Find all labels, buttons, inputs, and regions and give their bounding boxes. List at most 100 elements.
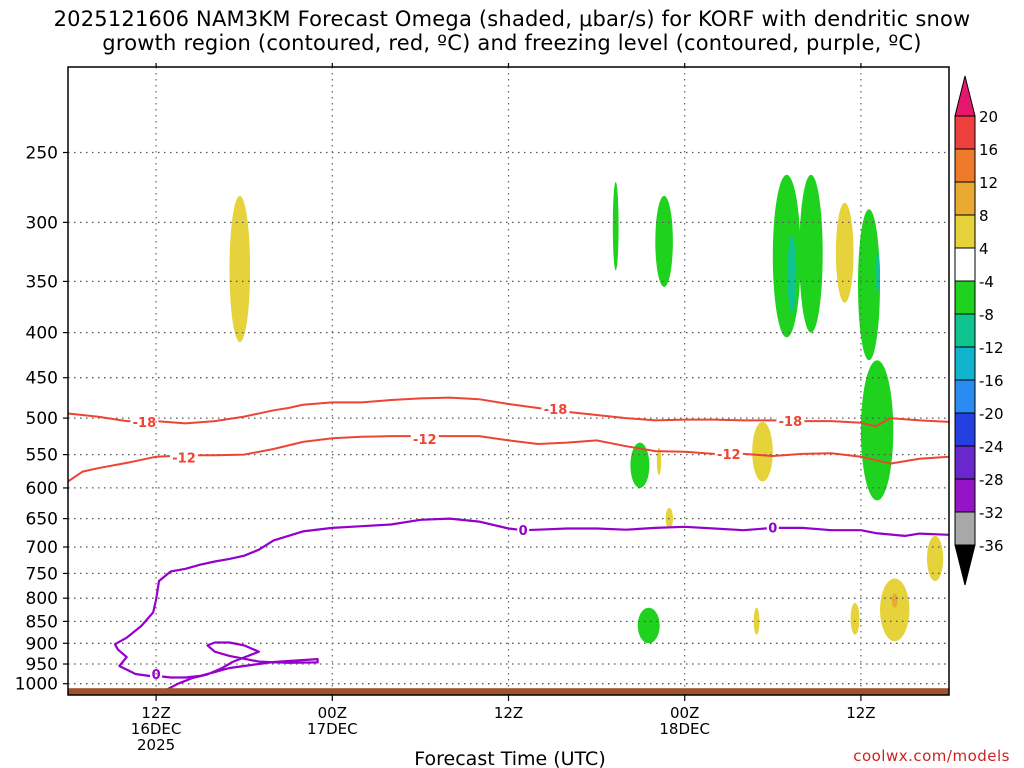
freezing-level-contour	[113, 517, 950, 693]
plot-layer: -18 -18 -18 -12 -12 -12 0 0 0	[67, 67, 950, 695]
contour-label-bg-1	[541, 401, 570, 416]
colorbar-tick-label: 4	[979, 240, 989, 258]
x-tick-label: 12Z	[141, 704, 170, 722]
colorbar-tick-label: -24	[979, 438, 1004, 456]
x-axis-label: Forecast Time (UTC)	[414, 748, 605, 768]
colorbar-tick-label: -36	[979, 537, 1004, 555]
y-tick-label: 850	[26, 612, 58, 632]
contour-label: 0	[519, 524, 528, 539]
contour-label-bg-5	[714, 446, 743, 461]
omega-area-1	[656, 447, 662, 475]
contour-label-bg-2	[776, 414, 805, 429]
y-tick-label: 250	[26, 144, 58, 164]
y-tick-label: 400	[26, 324, 58, 344]
contour-label: -12	[717, 448, 741, 463]
omega-area-10	[612, 182, 619, 271]
y-tick-label: 650	[26, 510, 58, 530]
colorbar-tick-label: 16	[979, 141, 998, 159]
colorbar-box	[954, 346, 976, 381]
colorbar-tick-label: -12	[979, 339, 1004, 357]
colorbar-bottom-arrow	[954, 544, 976, 586]
omega-area-18	[787, 234, 797, 313]
colorbar-tick-label: -28	[979, 471, 1004, 489]
y-tick-label: 450	[26, 369, 58, 389]
colorbar-box	[954, 412, 976, 447]
contour-label: -12	[413, 433, 437, 448]
contour-label-bg-8	[766, 520, 779, 535]
x-tick-label: 17DEC	[307, 720, 358, 738]
colorbar-box	[954, 511, 976, 546]
x-tick-label: 12Z	[494, 704, 523, 722]
dgz-contour-minus12	[67, 435, 950, 483]
colorbar-box	[954, 313, 976, 348]
colorbar-tick-label: -20	[979, 405, 1004, 423]
colorbar-tick-label: -32	[979, 504, 1004, 522]
omega-area-13	[637, 607, 660, 644]
x-tick-label: 2025	[137, 736, 175, 754]
y-tick-label: 500	[26, 409, 58, 429]
contour-label: 0	[768, 521, 777, 536]
y-tick-label: 900	[26, 634, 58, 654]
contour-label-bg-0	[130, 414, 159, 429]
y-tick-label: 550	[26, 446, 58, 466]
colorbar-box	[954, 247, 976, 282]
contour-label: -12	[172, 451, 196, 466]
y-tick-label: 350	[26, 272, 58, 292]
chart-title-line-2: growth region (contoured, red, ºC) and f…	[102, 31, 922, 55]
y-tick-label: 1000	[15, 675, 58, 695]
colorbar-box	[954, 181, 976, 216]
contour-label-bg-7	[517, 523, 530, 538]
colorbar-box	[954, 148, 976, 183]
colorbar-box	[954, 214, 976, 249]
colorbar-tick-label: -4	[979, 273, 994, 291]
omega-area-11	[655, 195, 673, 287]
colorbar-tick-label: 8	[979, 207, 989, 225]
x-tick-label: 12Z	[846, 704, 875, 722]
source-credit: coolwx.com/models	[853, 747, 1010, 765]
y-tick-label: 300	[26, 213, 58, 233]
colorbar-tick-label: 20	[979, 108, 998, 126]
omega-area-16	[858, 209, 880, 361]
plot-frame	[67, 66, 950, 696]
omega-area-0	[229, 195, 251, 343]
omega-area-9	[891, 593, 898, 608]
contour-label-bg-3	[170, 450, 198, 465]
axis-layer: 2503003504004505005506006507007508008509…	[15, 63, 950, 768]
colorbar-tick-label: 12	[979, 174, 998, 192]
omega-area-12	[630, 442, 650, 488]
contour-label: -18	[779, 415, 803, 430]
y-tick-label: 750	[26, 564, 58, 584]
y-tick-label: 700	[26, 538, 58, 558]
colorbar-box	[954, 445, 976, 480]
contour-label: -18	[544, 403, 568, 418]
colorbar-box	[954, 280, 976, 315]
omega-area-7	[880, 578, 910, 642]
y-tick-label: 950	[26, 655, 58, 675]
colorbar-box	[954, 478, 976, 513]
contour-label: -18	[133, 416, 157, 431]
x-tick-label: 00Z	[670, 704, 699, 722]
omega-area-15	[799, 174, 823, 333]
x-tick-label: 00Z	[318, 704, 347, 722]
omega-area-3	[752, 421, 773, 482]
colorbar-box	[954, 379, 976, 414]
omega-area-19	[875, 253, 880, 293]
omega-area-14	[772, 174, 801, 338]
omega-area-5	[835, 202, 854, 303]
x-tick-label: 16DEC	[131, 720, 182, 738]
y-tick-label: 800	[26, 589, 58, 609]
x-tick-label: 18DEC	[659, 720, 710, 738]
colorbar: 20 16 12 8 4 -4 -8 -12 -16 -20 -24 -28 -32 -36	[954, 75, 1004, 586]
contour-label-bg-4	[410, 432, 439, 446]
omega-area-6	[850, 602, 860, 635]
y-tick-label: 600	[26, 479, 58, 499]
colorbar-tick-label: -16	[979, 372, 1004, 390]
chart-title-line-1: 2025121606 NAM3KM Forecast Omega (shaded…	[53, 7, 971, 31]
omega-area-17	[860, 360, 894, 501]
omega-area-8	[927, 535, 944, 582]
colorbar-box	[954, 115, 976, 150]
contour-label: 0	[152, 668, 161, 683]
omega-area-4	[753, 607, 760, 635]
colorbar-top-arrow	[954, 75, 976, 117]
